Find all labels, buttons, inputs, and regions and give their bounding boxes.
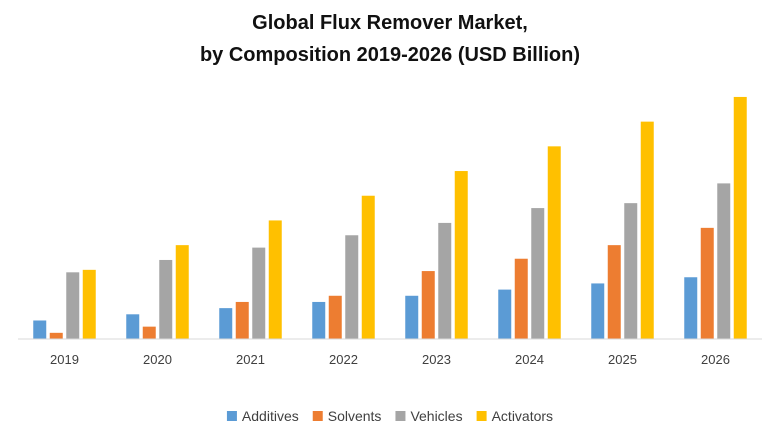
bar-additives-2019: [33, 320, 47, 339]
bar-solvents-2026: [700, 227, 714, 339]
legend-item-vehicles: Vehicles: [395, 408, 463, 424]
chart-subtitle: by Composition 2019-2026 (USD Billion): [200, 44, 580, 66]
bar-additives-2021: [219, 308, 233, 340]
bar-additives-2024: [498, 289, 512, 339]
x-tick-label: 2021: [236, 352, 265, 367]
x-tick-label: 2025: [608, 352, 637, 367]
bar-additives-2022: [312, 301, 326, 339]
x-tick-label: 2026: [701, 352, 730, 367]
bar-activators-2026: [733, 96, 747, 339]
bar-vehicles-2025: [624, 203, 638, 339]
legend-label: Solvents: [328, 408, 382, 424]
bar-solvents-2020: [142, 326, 156, 339]
bar-additives-2026: [684, 277, 698, 339]
chart-title: Global Flux Remover Market,: [252, 12, 528, 34]
x-tick-label: 2024: [515, 352, 544, 367]
bars-layer: [33, 96, 747, 340]
legend-label: Activators: [492, 408, 553, 424]
bar-solvents-2025: [607, 245, 621, 339]
bar-activators-2022: [361, 195, 375, 339]
bar-activators-2021: [268, 220, 282, 339]
legend-swatch: [312, 411, 323, 421]
x-tick-label: 2019: [50, 352, 79, 367]
legend-item-solvents: Solvents: [312, 408, 382, 424]
legend-item-additives: Additives: [226, 408, 299, 424]
bar-additives-2023: [405, 295, 419, 339]
bar-activators-2023: [454, 171, 468, 339]
bar-activators-2020: [175, 245, 189, 339]
bar-vehicles-2023: [438, 222, 452, 339]
legend-swatch: [476, 411, 487, 421]
bar-solvents-2021: [235, 301, 249, 339]
bar-solvents-2024: [514, 258, 528, 340]
bar-activators-2024: [547, 146, 561, 339]
bar-vehicles-2019: [66, 272, 80, 339]
x-tick-label: 2022: [329, 352, 358, 367]
bar-vehicles-2024: [531, 208, 545, 339]
legend-item-activators: Activators: [476, 408, 553, 424]
bar-vehicles-2020: [159, 259, 173, 339]
bar-solvents-2022: [328, 295, 342, 339]
bar-vehicles-2021: [252, 247, 266, 339]
legend: Additives Solvents Vehicles Activators: [226, 408, 553, 424]
bar-activators-2025: [640, 121, 654, 339]
x-axis-ticks: 2019 2020 2021 2022 2023 2024 2025 2026: [50, 352, 730, 367]
bar-additives-2020: [126, 314, 140, 339]
x-tick-label: 2020: [143, 352, 172, 367]
legend-label: Vehicles: [410, 408, 462, 424]
bar-solvents-2019: [49, 332, 63, 339]
bar-vehicles-2022: [345, 235, 359, 339]
bar-additives-2025: [591, 283, 605, 340]
bar-activators-2019: [82, 269, 96, 339]
legend-swatch: [395, 411, 406, 421]
legend-swatch: [226, 411, 237, 421]
bar-vehicles-2026: [717, 183, 731, 339]
legend-label: Additives: [242, 408, 299, 424]
x-tick-label: 2023: [422, 352, 451, 367]
bar-solvents-2023: [421, 271, 435, 339]
